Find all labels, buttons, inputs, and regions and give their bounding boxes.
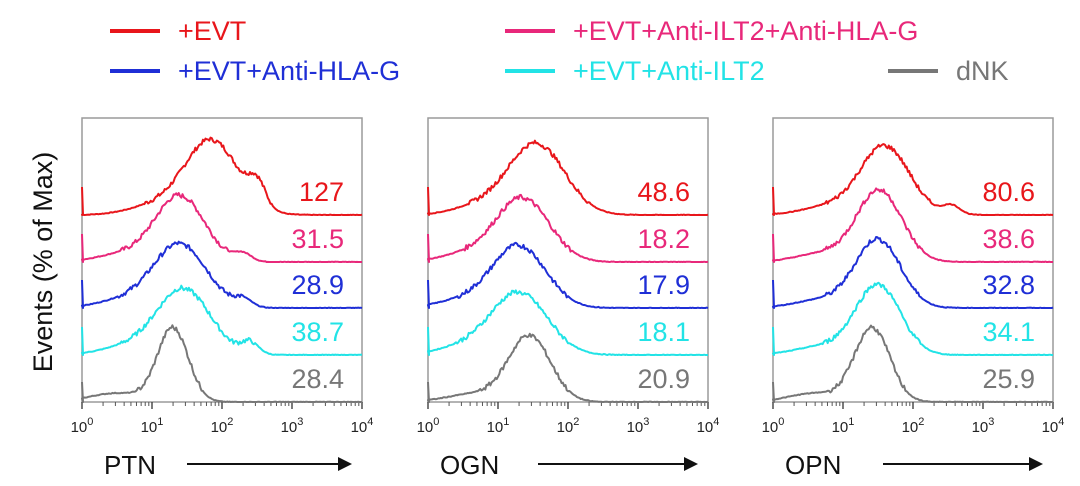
legend-label: dNK xyxy=(956,56,1009,86)
x-tick-label: 103 xyxy=(281,416,304,436)
x-axis-label: PTN xyxy=(104,450,156,480)
mfi-label-evt_ilt2: 18.1 xyxy=(637,317,690,347)
histogram-evt_ilt2_hlag xyxy=(427,193,709,263)
panels: 100 101 102 103 104PTN12731.528.938.728.4100… xyxy=(71,117,1065,480)
histogram-dnk xyxy=(427,332,709,403)
x-tick-label: 102 xyxy=(211,416,234,436)
mfi-label-evt_ilt2_hlag: 31.5 xyxy=(291,224,344,254)
histogram-dnk xyxy=(772,324,1053,403)
mfi-label-evt_ilt2_hlag: 18.2 xyxy=(637,224,690,254)
mfi-label-dnk: 28.4 xyxy=(291,364,344,394)
histogram-evt xyxy=(427,139,709,216)
x-axis-label: OGN xyxy=(440,450,499,480)
histogram-evt_ilt2_hlag xyxy=(81,192,362,263)
x-tick-label: 100 xyxy=(71,416,94,436)
legend-entry-evt_ilt2_hlag: +EVT+Anti-ILT2+Anti-HLA-G xyxy=(505,16,918,46)
mfi-label-evt_ilt2_hlag: 38.6 xyxy=(982,224,1035,254)
x-tick-label: 102 xyxy=(902,416,925,436)
x-axis-arrowhead xyxy=(684,457,698,471)
legend: +EVT +EVT+Anti-ILT2+Anti-HLA-G +EVT+Anti-H… xyxy=(110,16,1009,86)
x-tick-label: 104 xyxy=(351,416,374,436)
plot-frame xyxy=(427,117,709,403)
x-tick-label: 103 xyxy=(972,416,995,436)
mfi-label-evt_hlag: 28.9 xyxy=(291,270,344,300)
x-tick-label: 101 xyxy=(487,416,510,436)
histogram-evt_hlag xyxy=(81,240,363,309)
x-tick-label: 100 xyxy=(762,416,785,436)
mfi-label-evt_hlag: 32.8 xyxy=(982,270,1035,300)
histogram-evt_ilt2 xyxy=(772,281,1053,356)
panel-opn: 100 101 102 103 104 OPN 80.6 38.6 32.8 34.1 25.9 xyxy=(762,117,1065,480)
mfi-label-evt_ilt2: 38.7 xyxy=(291,317,344,347)
x-axis-arrowhead xyxy=(338,457,352,471)
mfi-label-evt: 48.6 xyxy=(637,177,690,207)
panel-ptn: 100 101 102 103 104 PTN 127 31.5 28.9 38.7 28.4 xyxy=(71,117,374,480)
plot-frame xyxy=(772,117,1054,403)
histogram-evt_ilt2 xyxy=(81,284,363,356)
histogram-evt xyxy=(772,143,1054,216)
histogram-evt xyxy=(81,136,363,216)
histogram-dnk xyxy=(81,324,362,403)
x-tick-label: 104 xyxy=(697,416,720,436)
mfi-label-dnk: 25.9 xyxy=(982,364,1035,394)
x-tick-label: 103 xyxy=(627,416,650,436)
x-tick-label: 101 xyxy=(832,416,855,436)
legend-label: +EVT+Anti-ILT2 xyxy=(573,56,765,86)
x-tick-label: 100 xyxy=(417,416,440,436)
x-axis-arrowhead xyxy=(1029,457,1043,471)
histogram-evt_hlag xyxy=(772,236,1054,309)
histogram-evt_ilt2_hlag xyxy=(772,187,1053,263)
histogram-evt_hlag xyxy=(427,241,709,309)
legend-entry-dnk: dNK xyxy=(888,56,1009,86)
y-axis-label: Events (% of Max) xyxy=(28,152,58,373)
legend-label: +EVT xyxy=(178,16,246,46)
panel-ogn: 100 101 102 103 104 OGN 48.6 18.2 17.9 18.1 20.9 xyxy=(417,117,720,480)
mfi-label-evt: 127 xyxy=(299,177,344,207)
legend-label: +EVT+Anti-ILT2+Anti-HLA-G xyxy=(573,16,918,46)
legend-entry-evt_hlag: +EVT+Anti-HLA-G xyxy=(110,56,400,86)
x-axis-label: OPN xyxy=(785,450,841,480)
mfi-label-evt_hlag: 17.9 xyxy=(637,270,690,300)
legend-label: +EVT+Anti-HLA-G xyxy=(178,56,400,86)
mfi-label-evt: 80.6 xyxy=(982,177,1035,207)
histogram-evt_ilt2 xyxy=(427,289,708,356)
x-tick-label: 104 xyxy=(1042,416,1065,436)
plot-frame xyxy=(81,117,363,403)
x-tick-label: 101 xyxy=(141,416,164,436)
legend-entry-evt_ilt2: +EVT+Anti-ILT2 xyxy=(505,56,765,86)
mfi-label-evt_ilt2: 34.1 xyxy=(982,317,1035,347)
x-tick-label: 102 xyxy=(557,416,580,436)
legend-entry-evt: +EVT xyxy=(110,16,246,46)
mfi-label-dnk: 20.9 xyxy=(637,364,690,394)
